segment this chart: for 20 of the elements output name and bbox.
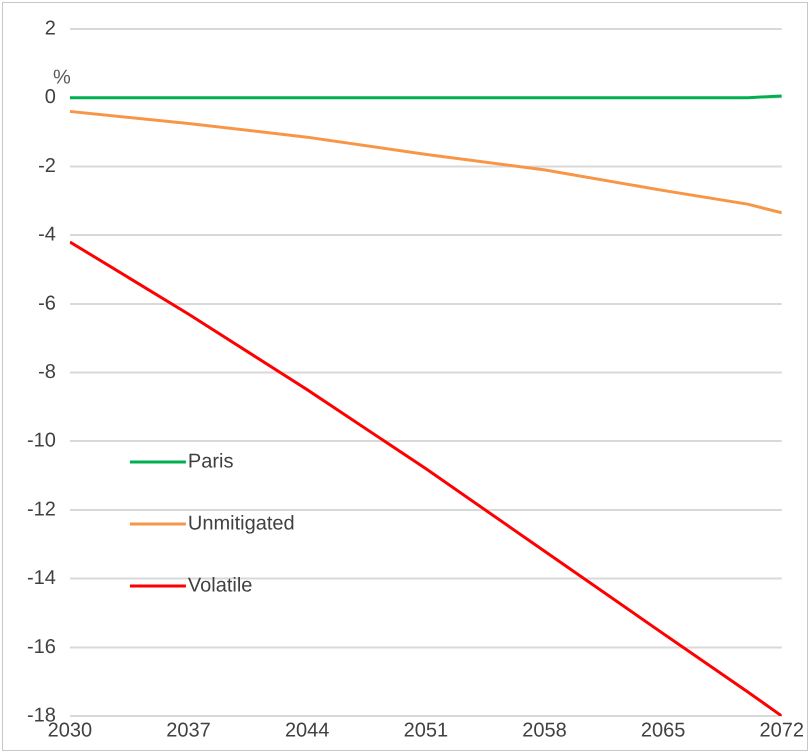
y-axis-title: % — [53, 66, 72, 89]
legend-label: Paris — [188, 450, 234, 473]
y-tick-label: -4 — [38, 224, 56, 246]
x-tick-label: 2065 — [640, 720, 686, 742]
x-tick-label: 2037 — [166, 720, 211, 742]
y-tick-label: -6 — [38, 292, 56, 314]
legend-label: Volatile — [188, 574, 252, 597]
y-tick-label: 2 — [44, 18, 56, 40]
y-tick-label: 0 — [44, 86, 56, 108]
x-tick-label: 2072 — [760, 720, 804, 742]
y-tick-label: -16 — [27, 636, 56, 658]
legend-label: Unmitigated — [188, 512, 295, 535]
x-tick-label: 2044 — [284, 720, 330, 742]
y-tick-label: -10 — [27, 430, 56, 452]
x-tick-label: 2058 — [522, 720, 567, 742]
y-tick-label: -12 — [27, 498, 56, 520]
y-tick-label: -2 — [38, 154, 56, 177]
y-tick-label: -8 — [38, 361, 56, 384]
y-tick-label: -14 — [27, 567, 56, 590]
x-tick-label: 2051 — [404, 720, 448, 742]
